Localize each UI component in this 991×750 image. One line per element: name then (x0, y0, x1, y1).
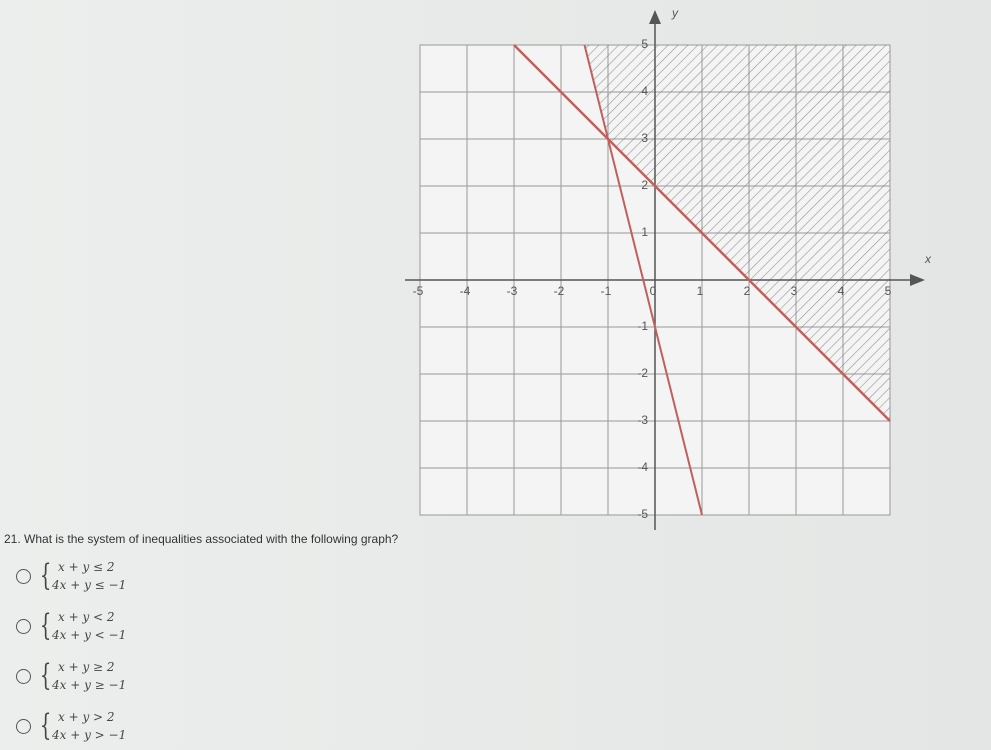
inequality: x + y > 2 (58, 710, 115, 724)
y-tick-label: -1 (637, 319, 648, 333)
x-tick-label: 1 (697, 284, 704, 298)
radio-button[interactable] (16, 669, 31, 684)
y-tick-label: 2 (641, 178, 648, 192)
radio-button[interactable] (16, 569, 31, 584)
x-tick-label: -5 (413, 284, 424, 298)
x-tick-label: 0 (650, 284, 657, 298)
y-arrow (649, 10, 661, 24)
inequality: 4x + y ≤ −1 (52, 578, 127, 592)
shaded-region (584, 45, 890, 421)
x-axis-label: x (924, 252, 932, 266)
radio-button[interactable] (16, 719, 31, 734)
x-tick-label: -3 (507, 284, 518, 298)
question: 21. What is the system of inequalities a… (4, 532, 399, 546)
brace: { (39, 608, 52, 643)
inequality: x + y < 2 (58, 610, 115, 624)
x-tick-label: 3 (791, 284, 798, 298)
radio-button[interactable] (16, 619, 31, 634)
boundary-line (583, 44, 703, 516)
brace: { (39, 558, 52, 593)
y-tick-label: -5 (637, 507, 648, 521)
y-tick-label: 3 (641, 131, 648, 145)
x-tick-label: 4 (838, 284, 845, 298)
y-tick-label: -2 (637, 366, 648, 380)
inequality: 4x + y ≥ −1 (52, 678, 127, 692)
brace: { (39, 658, 52, 693)
y-tick-label: 4 (641, 84, 648, 98)
x-tick-label: 5 (885, 284, 892, 298)
y-tick-label: 5 (641, 37, 648, 51)
x-tick-label: -4 (460, 284, 471, 298)
inequality: 4x + y > −1 (52, 728, 127, 742)
inequality: x + y ≥ 2 (58, 660, 115, 674)
y-axis-label: y (671, 6, 679, 20)
x-arrow (910, 274, 925, 286)
y-tick-label: 1 (641, 225, 648, 239)
y-tick-label: -3 (637, 413, 648, 427)
inequality: x + y ≤ 2 (58, 560, 115, 574)
boundary-line (513, 44, 891, 422)
x-tick-label: -1 (601, 284, 612, 298)
x-tick-label: -2 (554, 284, 565, 298)
x-tick-label: 2 (744, 284, 751, 298)
inequality: 4x + y < −1 (52, 628, 127, 642)
brace: { (39, 708, 52, 743)
y-tick-label: -4 (637, 460, 648, 474)
